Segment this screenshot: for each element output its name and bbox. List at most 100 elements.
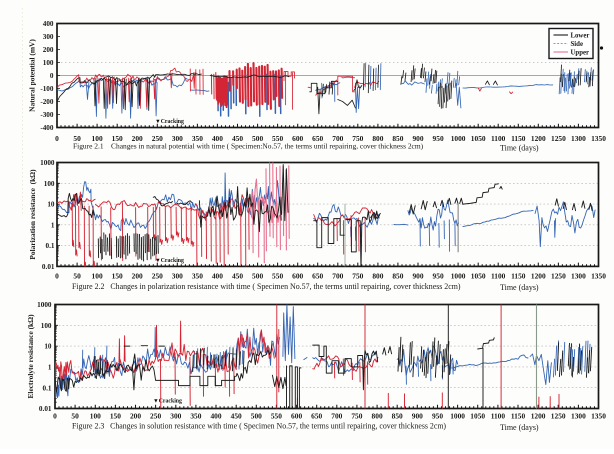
svg-text:500: 500	[252, 271, 263, 280]
svg-text:Time (days): Time (days)	[500, 144, 539, 153]
svg-text:Lower: Lower	[571, 33, 590, 40]
svg-text:650: 650	[312, 271, 323, 280]
svg-text:Figure 2.2 Changes in polari: Figure 2.2 Changes in polarization resis…	[72, 282, 461, 291]
svg-text:800: 800	[372, 411, 383, 420]
svg-text:700: 700	[332, 271, 343, 280]
svg-text:1150: 1150	[511, 411, 526, 420]
svg-text:-200: -200	[40, 98, 54, 106]
svg-text:400: 400	[210, 411, 221, 420]
svg-text:1000: 1000	[37, 301, 52, 309]
svg-text:Natural potential (mV): Natural potential (mV)	[28, 39, 37, 112]
svg-text:550: 550	[271, 411, 282, 420]
svg-text:1: 1	[48, 364, 52, 372]
svg-text:350: 350	[190, 411, 201, 420]
svg-text:0: 0	[55, 134, 59, 143]
svg-text:Time (days): Time (days)	[500, 283, 539, 292]
svg-text:50: 50	[71, 411, 79, 420]
svg-text:1150: 1150	[511, 134, 526, 143]
svg-text:900: 900	[412, 411, 423, 420]
svg-text:1: 1	[51, 221, 55, 229]
svg-text:400: 400	[43, 20, 54, 28]
svg-text:250: 250	[152, 271, 163, 280]
svg-text:900: 900	[412, 271, 423, 280]
svg-text:650: 650	[311, 411, 322, 420]
svg-text:1300: 1300	[571, 411, 586, 420]
svg-text:1350: 1350	[591, 134, 606, 143]
svg-text:200: 200	[43, 46, 54, 54]
svg-text:0.01: 0.01	[39, 405, 52, 413]
svg-text:Figure 2.1 Changes in natur: Figure 2.1 Changes in natural potential …	[73, 142, 424, 151]
svg-text:50: 50	[73, 271, 81, 280]
svg-text:500: 500	[251, 411, 262, 420]
svg-text:150: 150	[110, 411, 121, 420]
svg-text:100: 100	[92, 271, 103, 280]
svg-text:600: 600	[291, 411, 302, 420]
svg-text:1050: 1050	[470, 411, 485, 420]
svg-text:350: 350	[192, 271, 203, 280]
svg-text:300: 300	[170, 411, 181, 420]
svg-text:1000: 1000	[40, 159, 55, 167]
svg-text:1100: 1100	[491, 411, 506, 420]
svg-text:100: 100	[44, 180, 55, 188]
svg-text:1000: 1000	[451, 134, 466, 143]
svg-text:950: 950	[433, 134, 444, 143]
svg-text:200: 200	[130, 411, 141, 420]
svg-text:Electrolyte resistance (kΩ): Electrolyte resistance (kΩ)	[26, 314, 35, 399]
svg-text:800: 800	[372, 271, 383, 280]
svg-text:750: 750	[351, 411, 362, 420]
svg-text:250: 250	[150, 411, 161, 420]
svg-text:1050: 1050	[471, 271, 486, 280]
svg-text:1000: 1000	[451, 271, 466, 280]
svg-text:100: 100	[43, 59, 54, 67]
svg-text:0: 0	[53, 411, 57, 420]
svg-text:850: 850	[392, 411, 403, 420]
svg-text:700: 700	[331, 411, 342, 420]
svg-text:750: 750	[352, 271, 363, 280]
svg-text:0.1: 0.1	[46, 242, 55, 250]
svg-text:-100: -100	[40, 85, 54, 93]
svg-text:Polarization resistance (kΩ): Polarization resistance (kΩ)	[28, 169, 37, 260]
svg-text:300: 300	[172, 271, 183, 280]
svg-text:10: 10	[44, 343, 52, 351]
svg-text:450: 450	[231, 411, 242, 420]
svg-text:1250: 1250	[551, 411, 566, 420]
svg-text:Upper: Upper	[571, 50, 590, 57]
svg-text:200: 200	[132, 271, 143, 280]
svg-text:950: 950	[432, 411, 443, 420]
svg-text:100: 100	[90, 411, 101, 420]
svg-text:1200: 1200	[531, 271, 546, 280]
svg-text:1350: 1350	[591, 271, 606, 280]
svg-text:0.1: 0.1	[43, 384, 52, 392]
svg-text:1100: 1100	[491, 134, 506, 143]
svg-text:600: 600	[292, 271, 303, 280]
svg-text:400: 400	[212, 271, 223, 280]
svg-text:1250: 1250	[551, 134, 566, 143]
svg-text:1300: 1300	[571, 134, 586, 143]
svg-text:Side: Side	[571, 41, 583, 48]
svg-text:850: 850	[392, 271, 403, 280]
svg-text:Figure 2.3 Changes in soluti: Figure 2.3 Changes in solution resistanc…	[72, 422, 446, 431]
svg-text:▼Cracking: ▼Cracking	[155, 119, 184, 125]
svg-text:450: 450	[232, 271, 243, 280]
svg-text:10: 10	[47, 201, 55, 209]
svg-text:550: 550	[272, 271, 283, 280]
svg-text:1200: 1200	[531, 411, 546, 420]
svg-text:0: 0	[55, 271, 59, 280]
svg-text:Time (days): Time (days)	[500, 423, 539, 432]
svg-text:1050: 1050	[471, 134, 486, 143]
svg-text:1200: 1200	[531, 134, 546, 143]
svg-text:0.01: 0.01	[42, 263, 55, 271]
svg-text:-300: -300	[40, 111, 54, 119]
svg-text:300: 300	[43, 33, 54, 41]
svg-text:1150: 1150	[511, 271, 526, 280]
svg-text:1300: 1300	[571, 271, 586, 280]
svg-text:950: 950	[433, 271, 444, 280]
svg-text:150: 150	[112, 271, 123, 280]
svg-text:-400: -400	[40, 124, 54, 132]
svg-text:1000: 1000	[450, 411, 465, 420]
svg-text:▼Cracking: ▼Cracking	[153, 399, 182, 405]
svg-text:0: 0	[50, 72, 54, 80]
svg-text:1100: 1100	[491, 271, 506, 280]
svg-text:▼Cracking: ▼Cracking	[155, 258, 184, 264]
svg-text:1350: 1350	[591, 411, 606, 420]
